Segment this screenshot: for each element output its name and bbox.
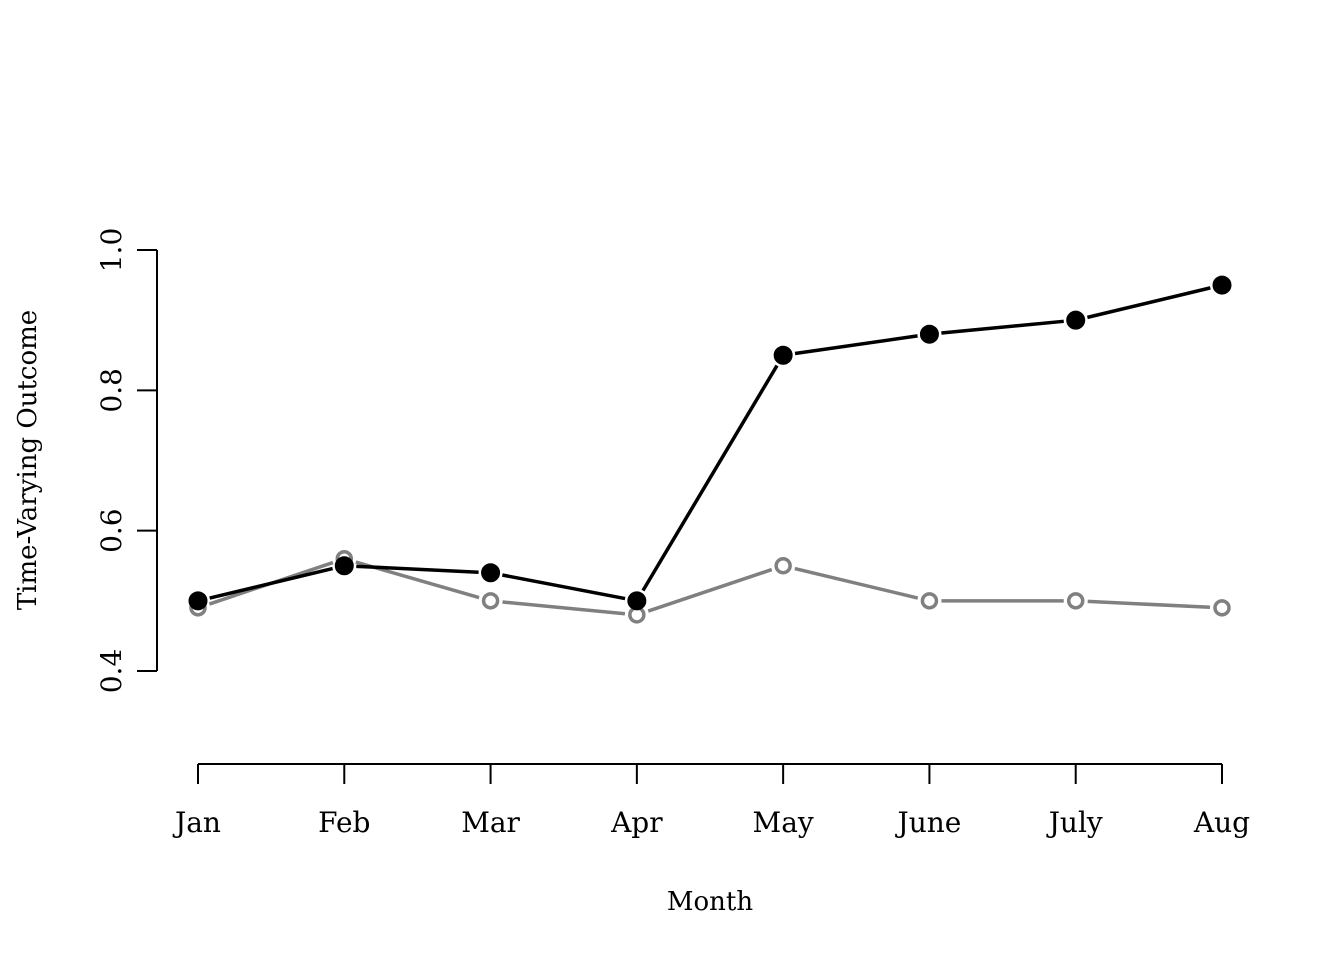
- data-point: [1066, 592, 1085, 610]
- y-tick-label: 0.8: [95, 368, 128, 413]
- series-line-segment: [641, 364, 779, 592]
- series-line-segment: [502, 600, 626, 616]
- x-tick-label: May: [753, 806, 814, 839]
- data-point: [920, 592, 939, 610]
- series-group: [188, 275, 1232, 624]
- x-tick-label: July: [1046, 806, 1103, 839]
- series-line-segment: [1086, 286, 1211, 320]
- data-point: [334, 556, 354, 576]
- series-line-segment: [794, 334, 918, 356]
- x-tick-label: Aug: [1193, 806, 1250, 839]
- series-line-segment: [1087, 599, 1211, 610]
- x-axis: Jan Feb Mar Apr May June July Aug: [172, 763, 1250, 839]
- x-tick-label: Feb: [318, 806, 370, 839]
- data-point: [919, 324, 939, 344]
- data-point: [481, 563, 501, 583]
- data-point: [1212, 275, 1232, 295]
- series-line-segment: [502, 573, 626, 601]
- data-point: [1066, 310, 1086, 330]
- y-tick-label: 0.4: [95, 649, 128, 694]
- y-tick-label: 1.0: [95, 228, 128, 273]
- data-point: [774, 557, 792, 575]
- y-axis: 0.4 0.6 0.8 1.0: [95, 228, 158, 694]
- series-line-segment: [794, 566, 919, 600]
- series-line-segment: [941, 319, 1064, 335]
- series-line-segment: [356, 564, 479, 574]
- data-point: [627, 591, 647, 611]
- data-point: [773, 345, 793, 365]
- x-tick-label: Mar: [461, 806, 520, 839]
- data-point: [1213, 599, 1231, 617]
- x-axis-title: Month: [667, 887, 753, 917]
- y-axis-title: Time-Varying Outcome: [13, 310, 43, 610]
- data-point: [188, 591, 208, 611]
- series-2: [189, 549, 1231, 624]
- series-line-segment: [209, 566, 334, 600]
- series-line-segment: [647, 567, 773, 613]
- x-tick-label: Apr: [610, 806, 663, 839]
- y-tick-label: 0.6: [95, 508, 128, 553]
- data-point: [481, 592, 500, 610]
- x-tick-label: Jan: [172, 806, 221, 839]
- series-1: [188, 275, 1232, 611]
- x-tick-label: June: [894, 806, 961, 839]
